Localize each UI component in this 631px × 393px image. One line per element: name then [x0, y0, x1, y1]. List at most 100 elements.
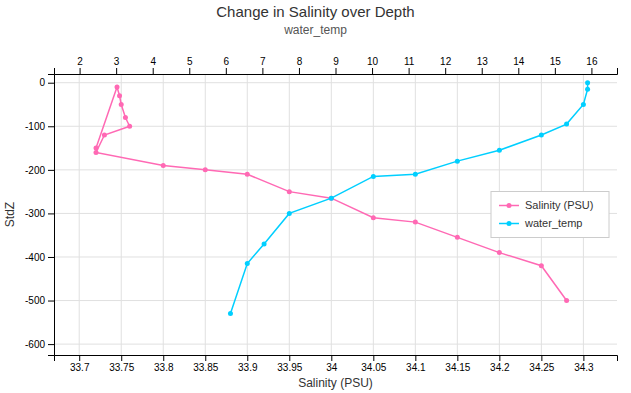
tick-label: 7 [260, 56, 266, 67]
tick: -500 [25, 295, 54, 306]
tick-mark [247, 355, 248, 361]
marker [539, 263, 544, 268]
tick-label: 34.15 [445, 362, 470, 373]
marker [245, 172, 250, 177]
grid-line [79, 74, 80, 355]
tick-label: 8 [297, 56, 303, 67]
tick: 5 [187, 56, 193, 74]
tick: -200 [25, 165, 54, 176]
marker [413, 220, 418, 225]
tick-mark [48, 83, 54, 84]
tick-label: 13 [477, 56, 489, 67]
grid-line [54, 344, 617, 345]
tick-mark [80, 68, 81, 74]
marker [115, 85, 120, 90]
grid [54, 74, 617, 355]
tick: 34.2 [490, 355, 510, 373]
tick: 33.8 [154, 355, 174, 373]
tick-mark [482, 68, 483, 74]
tick: 33.7 [70, 355, 90, 373]
tick: -600 [25, 339, 54, 350]
grid-line [205, 74, 206, 355]
marker [287, 211, 292, 216]
marker [203, 167, 208, 172]
tick: 0 [39, 77, 54, 88]
tick: 33.75 [109, 355, 134, 373]
marker [117, 93, 122, 98]
title: Change in Salinity over Depth [216, 3, 414, 20]
grid-line [54, 126, 617, 127]
tick: 11 [404, 56, 415, 74]
tick-mark [583, 355, 584, 361]
tick-label: 34.1 [406, 362, 426, 373]
tick-label: 33.95 [277, 362, 302, 373]
tick-mark [163, 355, 164, 361]
marker [564, 122, 569, 127]
marker [102, 132, 107, 137]
grid-line [457, 74, 458, 355]
tick: 9 [333, 56, 339, 74]
tick-label: 15 [550, 56, 562, 67]
tick: 33.95 [277, 355, 302, 373]
chart: Change in Salinity over Depth water_temp 3… [0, 0, 631, 393]
tick-label: 6 [224, 56, 230, 67]
tick-mark [373, 355, 374, 361]
axis-line [48, 75, 55, 356]
tick-mark [153, 68, 154, 74]
marker [539, 132, 544, 137]
grid-line [247, 74, 248, 355]
marker [497, 250, 502, 255]
tick: 33.85 [193, 355, 218, 373]
grid-line [54, 256, 617, 257]
marker [371, 174, 376, 179]
tick: 34.15 [445, 355, 470, 373]
tick-label: 33.9 [238, 362, 258, 373]
marker [585, 80, 590, 85]
tick-label: -500 [25, 295, 45, 306]
tick: 34 [326, 355, 338, 373]
tick-label: -600 [25, 339, 45, 350]
grid-line [54, 169, 617, 170]
grid-line [121, 74, 122, 355]
tick: 12 [440, 56, 452, 74]
tick-mark [499, 355, 500, 361]
tick-label: 33.8 [154, 362, 174, 373]
legend-marker [507, 221, 512, 226]
y-axis: 0-100-200-300-400-500-600 [25, 75, 55, 356]
tick-label: 3 [114, 56, 120, 67]
tick-mark [226, 68, 227, 74]
marker [585, 87, 590, 92]
tick: -100 [25, 121, 54, 132]
axis-line [55, 356, 618, 362]
tick-label: -100 [25, 121, 45, 132]
tick: 16 [586, 56, 598, 74]
tick: 34.25 [529, 355, 554, 373]
tick-label: 12 [440, 56, 452, 67]
subtitle: water_temp [283, 23, 347, 37]
legend-box [491, 192, 609, 238]
tick-mark [331, 355, 332, 361]
marker [94, 146, 99, 151]
marker [371, 215, 376, 220]
tick-mark [189, 68, 190, 74]
marker [119, 102, 124, 107]
tick-label: 9 [333, 56, 339, 67]
tick: 15 [550, 56, 562, 74]
marker [413, 172, 418, 177]
legend: Salinity (PSU)water_temp [491, 192, 609, 238]
tick-mark [116, 68, 117, 74]
tick: 8 [297, 56, 303, 74]
tick: 3 [114, 56, 120, 74]
tick-label: -200 [25, 165, 45, 176]
tick: 4 [150, 56, 156, 74]
legend-label: Salinity (PSU) [525, 199, 593, 211]
marker [262, 241, 267, 246]
marker [564, 298, 569, 303]
tick-mark [289, 355, 290, 361]
tick-label: 16 [586, 56, 598, 67]
tick-mark [336, 68, 337, 74]
tick-mark [457, 355, 458, 361]
grid-line [163, 74, 164, 355]
tick-mark [48, 301, 54, 302]
tick-label: 5 [187, 56, 193, 67]
